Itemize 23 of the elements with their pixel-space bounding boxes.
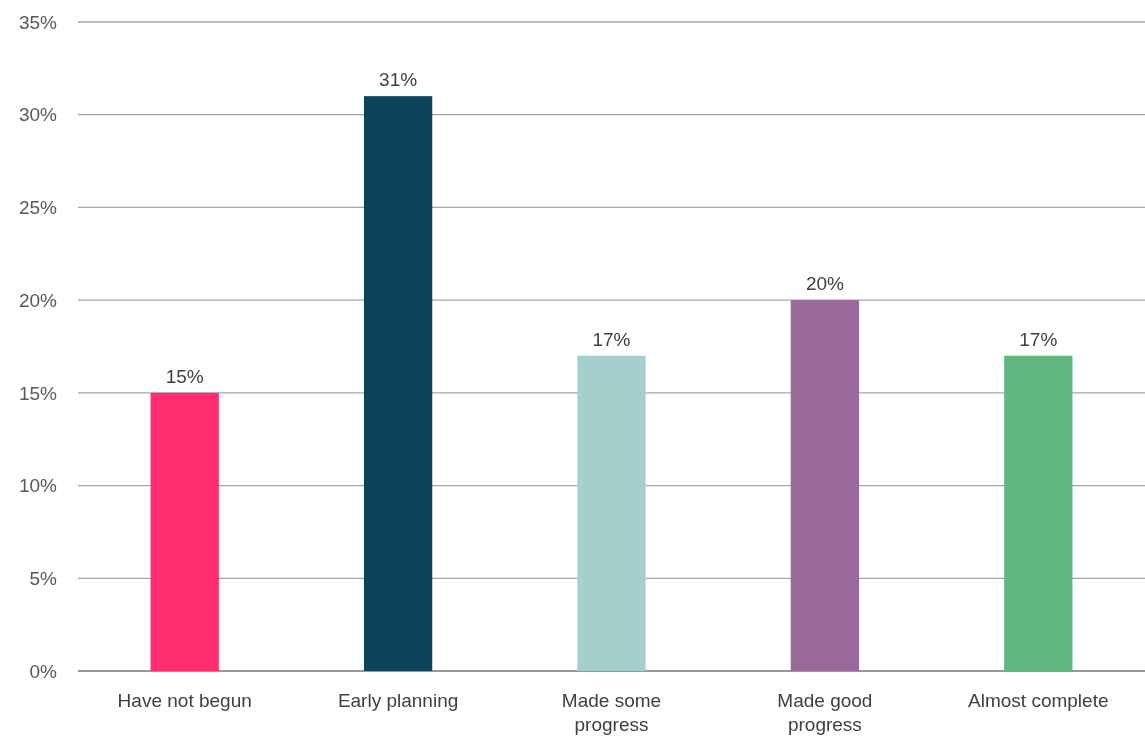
x-tick-label: Early planning <box>337 690 459 711</box>
y-tick-label: 5% <box>29 567 58 589</box>
bar <box>1004 355 1073 671</box>
x-tick-label: Have not begun <box>117 690 252 711</box>
x-tick-label: Almost complete <box>968 690 1109 711</box>
data-label: 20% <box>805 273 845 295</box>
y-tick-label: 10% <box>18 475 58 497</box>
bar <box>150 392 219 671</box>
y-tick-label: 35% <box>18 11 58 33</box>
x-tick-label: Made good progress <box>777 690 873 735</box>
data-label: 15% <box>165 365 204 387</box>
data-label: 17% <box>1019 328 1058 350</box>
y-tick-label: 25% <box>18 197 58 219</box>
bar <box>363 96 433 671</box>
y-tick-label: 20% <box>18 289 58 311</box>
data-label: 31% <box>379 69 418 91</box>
x-tick-label: Made some progress <box>561 690 662 735</box>
bar <box>577 355 646 671</box>
y-tick-label: 30% <box>18 104 58 126</box>
y-tick-label: 15% <box>18 382 58 404</box>
y-tick-label: 0% <box>29 660 58 682</box>
data-label: 17% <box>592 328 631 350</box>
bar <box>790 300 860 671</box>
